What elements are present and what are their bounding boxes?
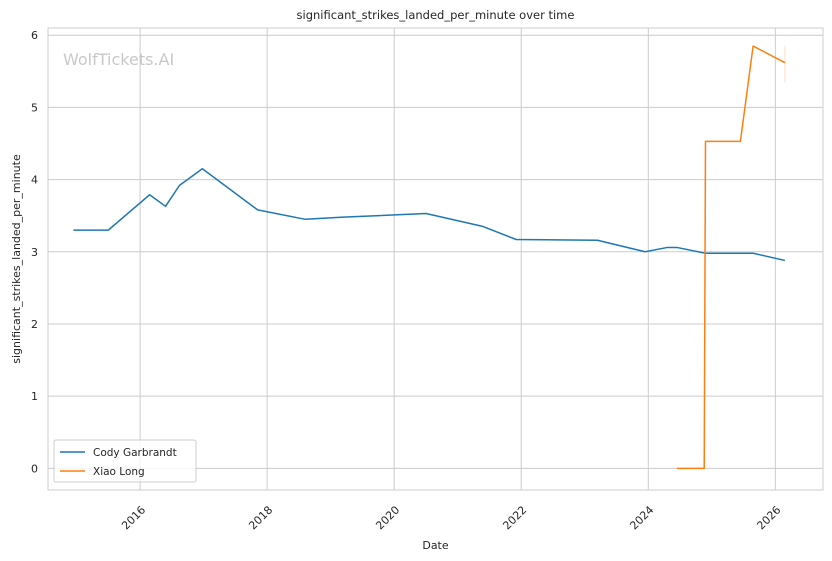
series-line-cody-garbrandt (73, 168, 786, 262)
y-axis-label: significant_strikes_landed_per_minute (10, 154, 23, 364)
y-tick-label: 5 (31, 101, 38, 114)
y-tick-label: 2 (31, 318, 38, 331)
watermark: WolfTickets.AI (63, 50, 174, 69)
legend: Cody Garbrandt Xiao Long (53, 439, 197, 483)
legend-box (53, 439, 197, 483)
series-line-xiao-long (676, 45, 786, 470)
y-tick-label: 1 (31, 390, 38, 403)
y-tick-label: 6 (31, 29, 38, 42)
chart-title: significant_strikes_landed_per_minute ov… (297, 8, 575, 22)
x-axis-label: Date (422, 539, 449, 552)
y-tick-label: 3 (31, 246, 38, 259)
plot-area (47, 27, 824, 491)
legend-label-cody-garbrandt: Cody Garbrandt (93, 447, 177, 459)
y-tick-label: 0 (31, 462, 38, 475)
series-lines (73, 45, 786, 470)
y-tick-label: 4 (31, 174, 38, 187)
legend-label-xiao-long: Xiao Long (93, 466, 145, 478)
y-axis-ticks: 0 1 2 3 4 5 6 (31, 29, 38, 475)
